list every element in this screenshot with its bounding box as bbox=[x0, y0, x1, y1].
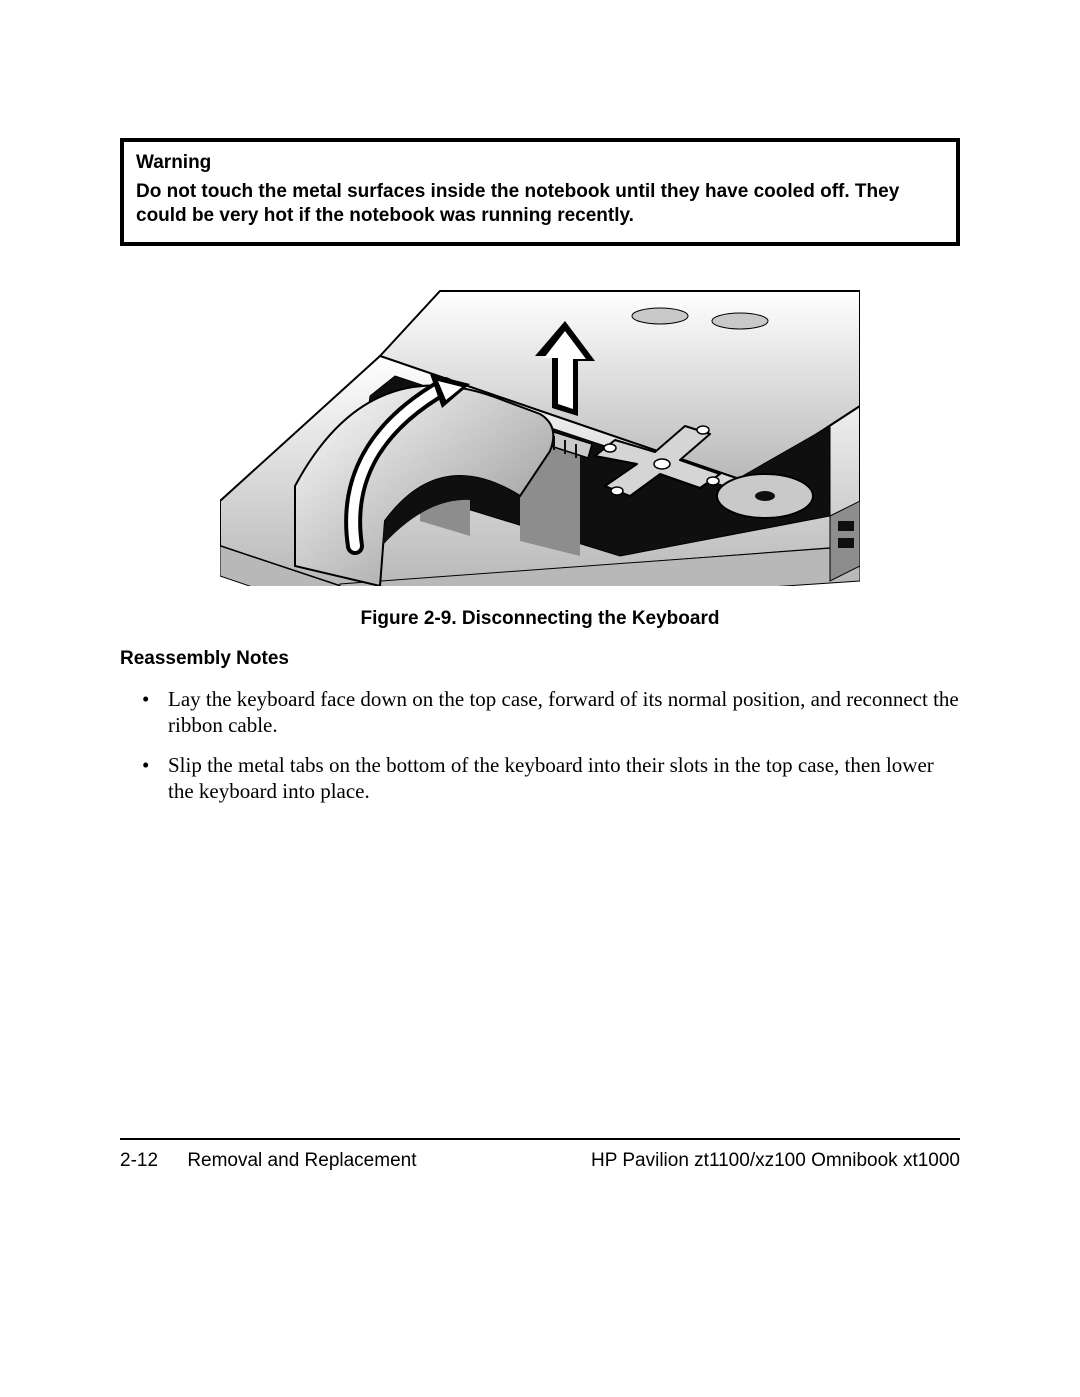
figure-caption: Figure 2-9. Disconnecting the Keyboard bbox=[120, 608, 960, 630]
figure-container: Figure 2-9. Disconnecting the Keyboard bbox=[120, 286, 960, 630]
footer-left: 2-12 Removal and Replacement bbox=[120, 1150, 417, 1172]
footer-section: Removal and Replacement bbox=[187, 1150, 416, 1171]
warning-text: Do not touch the metal surfaces inside t… bbox=[136, 180, 944, 228]
footer-product: HP Pavilion zt1100/xz100 Omnibook xt1000 bbox=[591, 1150, 960, 1172]
footer-rule bbox=[120, 1138, 960, 1140]
list-item: Slip the metal tabs on the bottom of the… bbox=[168, 752, 960, 805]
list-item: Lay the keyboard face down on the top ca… bbox=[168, 686, 960, 739]
page-footer: 2-12 Removal and Replacement HP Pavilion… bbox=[120, 1138, 960, 1172]
page-number: 2-12 bbox=[120, 1150, 158, 1172]
reassembly-list: Lay the keyboard face down on the top ca… bbox=[120, 686, 960, 805]
figure-illustration bbox=[220, 286, 860, 586]
reassembly-heading: Reassembly Notes bbox=[120, 648, 960, 670]
warning-title: Warning bbox=[136, 152, 944, 174]
warning-box: Warning Do not touch the metal surfaces … bbox=[120, 138, 960, 246]
